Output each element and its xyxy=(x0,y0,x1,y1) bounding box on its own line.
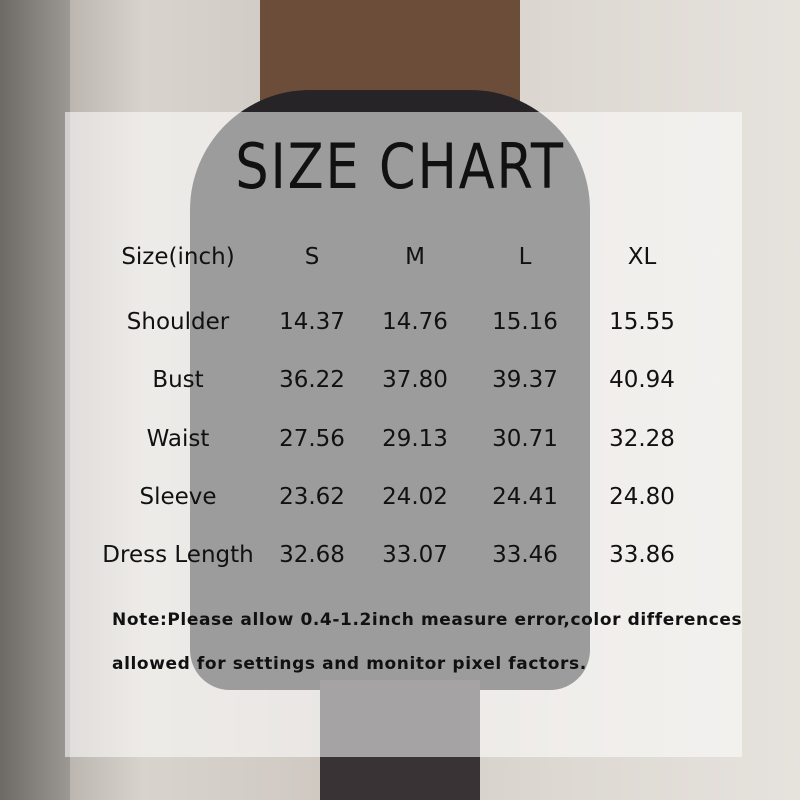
curtain xyxy=(0,0,70,800)
note-line-2: allowed for settings and monitor pixel f… xyxy=(112,654,587,674)
table-cell: 33.86 xyxy=(609,542,675,568)
table-cell: 40.94 xyxy=(609,367,675,393)
table-cell: 37.80 xyxy=(382,367,448,393)
column-header: M xyxy=(405,244,425,270)
table-cell: 30.71 xyxy=(492,426,558,452)
table-cell: 33.46 xyxy=(492,542,558,568)
table-cell: 33.07 xyxy=(382,542,448,568)
chart-title: SIZE CHART xyxy=(235,130,565,203)
table-cell: 23.62 xyxy=(279,484,345,510)
column-header: XL xyxy=(627,244,657,270)
row-label: Bust xyxy=(152,367,204,393)
table-cell: 32.28 xyxy=(609,426,675,452)
table-cell: 24.80 xyxy=(609,484,675,510)
table-cell: 14.37 xyxy=(279,309,345,335)
column-header: L xyxy=(518,244,532,270)
table-cell: 39.37 xyxy=(492,367,558,393)
row-label: Waist xyxy=(146,426,210,452)
table-cell: 24.02 xyxy=(382,484,448,510)
table-cell: 14.76 xyxy=(382,309,448,335)
table-cell: 32.68 xyxy=(279,542,345,568)
table-cell: 29.13 xyxy=(382,426,448,452)
column-header: S xyxy=(304,244,320,270)
row-label: Dress Length xyxy=(102,542,254,568)
table-cell: 15.16 xyxy=(492,309,558,335)
column-header: Size(inch) xyxy=(121,244,235,270)
table-cell: 27.56 xyxy=(279,426,345,452)
row-label: Sleeve xyxy=(139,484,217,510)
table-cell: 15.55 xyxy=(609,309,675,335)
table-cell: 36.22 xyxy=(279,367,345,393)
table-cell: 24.41 xyxy=(492,484,558,510)
note-line-1: Note:Please allow 0.4-1.2inch measure er… xyxy=(112,610,743,630)
row-label: Shoulder xyxy=(126,309,230,335)
size-chart-panel xyxy=(65,112,742,757)
